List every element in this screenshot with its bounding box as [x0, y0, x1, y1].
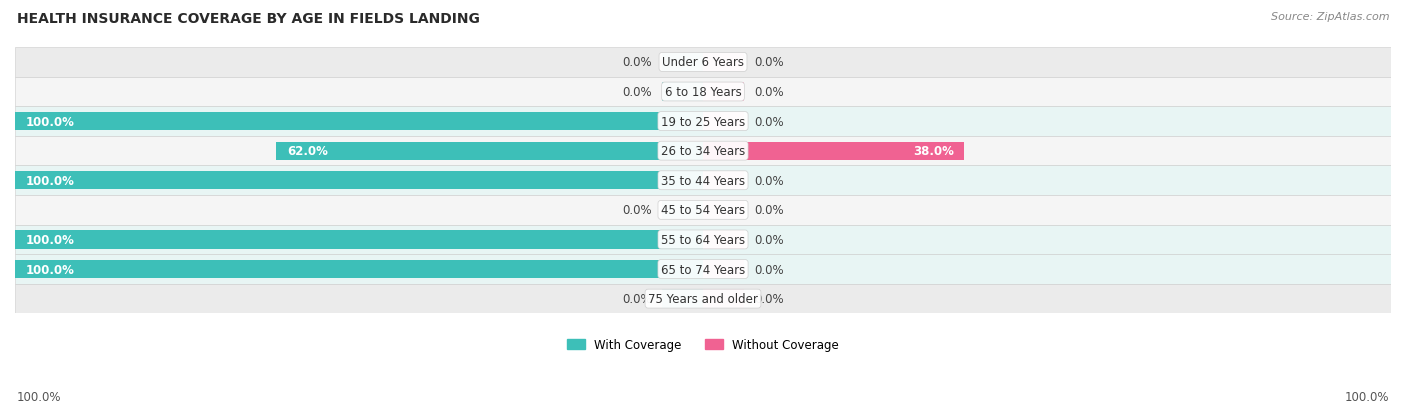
Text: 0.0%: 0.0%: [755, 292, 785, 305]
Bar: [15, 78, 1391, 107]
Bar: [703, 142, 965, 161]
Text: 55 to 64 Years: 55 to 64 Years: [661, 233, 745, 246]
Bar: [662, 83, 703, 102]
Bar: [15, 254, 1391, 284]
Bar: [15, 231, 703, 249]
Text: 0.0%: 0.0%: [621, 292, 651, 305]
Text: 19 to 25 Years: 19 to 25 Years: [661, 115, 745, 128]
Text: 62.0%: 62.0%: [287, 145, 328, 158]
Text: 0.0%: 0.0%: [755, 233, 785, 246]
Bar: [277, 142, 703, 161]
Text: 100.0%: 100.0%: [25, 115, 75, 128]
Text: 0.0%: 0.0%: [755, 115, 785, 128]
Bar: [15, 113, 703, 131]
Text: 0.0%: 0.0%: [755, 204, 785, 217]
Text: 38.0%: 38.0%: [914, 145, 955, 158]
Bar: [15, 172, 703, 190]
Bar: [15, 48, 1391, 78]
Legend: With Coverage, Without Coverage: With Coverage, Without Coverage: [562, 333, 844, 356]
Bar: [703, 83, 744, 102]
Text: 0.0%: 0.0%: [621, 56, 651, 69]
Text: 0.0%: 0.0%: [621, 86, 651, 99]
Bar: [703, 201, 744, 219]
Bar: [662, 201, 703, 219]
Text: 0.0%: 0.0%: [755, 56, 785, 69]
Bar: [15, 196, 1391, 225]
Text: HEALTH INSURANCE COVERAGE BY AGE IN FIELDS LANDING: HEALTH INSURANCE COVERAGE BY AGE IN FIEL…: [17, 12, 479, 26]
Bar: [15, 107, 1391, 137]
Text: 100.0%: 100.0%: [17, 390, 62, 403]
Text: Source: ZipAtlas.com: Source: ZipAtlas.com: [1271, 12, 1389, 22]
Bar: [703, 172, 744, 190]
Text: 100.0%: 100.0%: [25, 263, 75, 276]
Bar: [15, 166, 1391, 196]
Text: 0.0%: 0.0%: [621, 204, 651, 217]
Bar: [662, 54, 703, 72]
Bar: [703, 54, 744, 72]
Text: Under 6 Years: Under 6 Years: [662, 56, 744, 69]
Text: 65 to 74 Years: 65 to 74 Years: [661, 263, 745, 276]
Text: 45 to 54 Years: 45 to 54 Years: [661, 204, 745, 217]
Text: 100.0%: 100.0%: [25, 233, 75, 246]
Bar: [15, 284, 1391, 313]
Text: 0.0%: 0.0%: [755, 86, 785, 99]
Bar: [662, 290, 703, 308]
Bar: [703, 260, 744, 278]
Text: 75 Years and older: 75 Years and older: [648, 292, 758, 305]
Text: 100.0%: 100.0%: [25, 174, 75, 188]
Text: 100.0%: 100.0%: [1344, 390, 1389, 403]
Bar: [15, 137, 1391, 166]
Text: 35 to 44 Years: 35 to 44 Years: [661, 174, 745, 188]
Text: 26 to 34 Years: 26 to 34 Years: [661, 145, 745, 158]
Bar: [703, 290, 744, 308]
Text: 0.0%: 0.0%: [755, 174, 785, 188]
Bar: [703, 113, 744, 131]
Bar: [703, 231, 744, 249]
Bar: [15, 260, 703, 278]
Text: 6 to 18 Years: 6 to 18 Years: [665, 86, 741, 99]
Text: 0.0%: 0.0%: [755, 263, 785, 276]
Bar: [15, 225, 1391, 254]
